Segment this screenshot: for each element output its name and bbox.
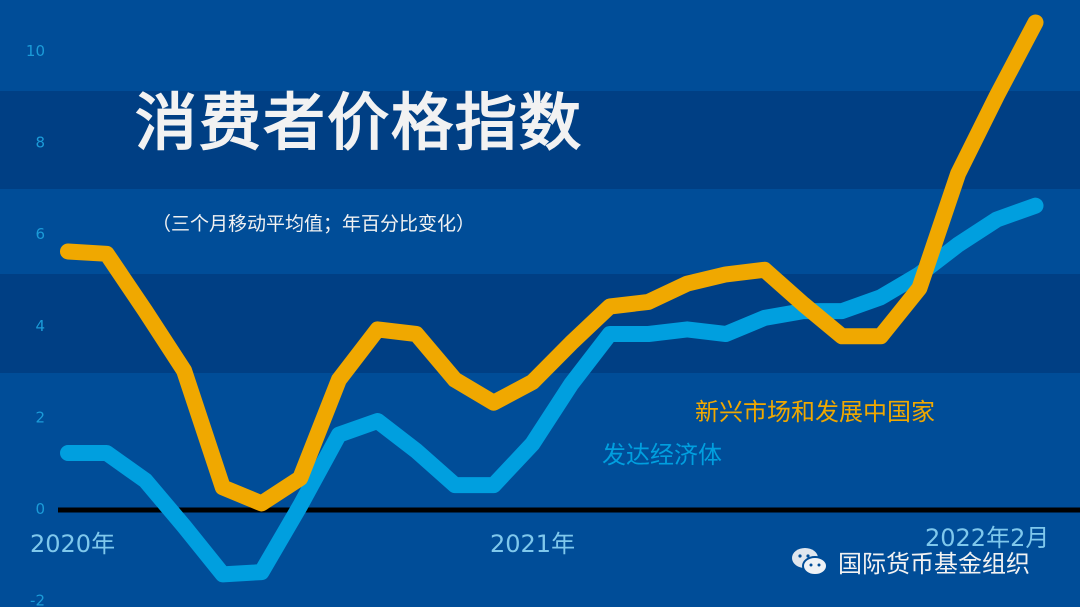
x-tick-2022-feb: 2022年2月 [925,524,1050,552]
chart-subtitle: （三个月移动平均值；年百分比变化） [152,213,476,235]
x-tick-2021: 2021年 [490,530,576,558]
grid-band [0,91,1080,189]
y-tick-label: 10 [26,42,45,60]
x-tick-2020: 2020年 [30,530,116,558]
watermark-text: 国际货币基金组织 [838,550,1030,578]
chart-title: 消费者价格指数 [135,86,584,159]
y-tick-label: -2 [30,592,45,607]
legend-emerging: 新兴市场和发展中国家 [695,398,935,426]
wechat-icon [792,547,828,576]
y-tick-label: 0 [35,500,45,518]
series-line-advanced [60,197,1044,583]
legend-advanced: 发达经济体 [602,441,722,469]
y-tick-label: 6 [35,225,45,243]
y-tick-label: 8 [35,134,45,152]
y-tick-label: 4 [35,317,45,335]
y-tick-label: 2 [35,408,45,426]
watermark: 国际货币基金组织 [790,544,1030,579]
series-line-emerging [60,14,1044,512]
